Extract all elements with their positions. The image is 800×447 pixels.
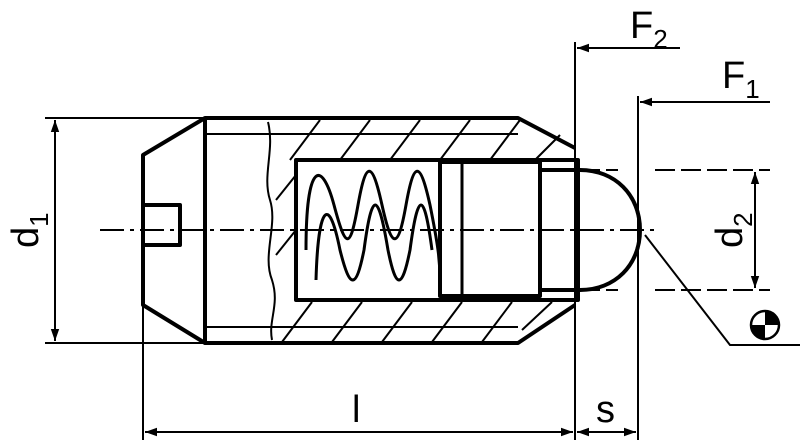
compression-spring xyxy=(304,169,442,282)
label-d2: d2 xyxy=(709,212,758,248)
label-F2: F2 xyxy=(630,5,668,54)
break-line xyxy=(266,121,276,341)
section-hatching xyxy=(275,119,561,343)
dimension-lines xyxy=(50,43,800,437)
label-F1: F1 xyxy=(722,55,760,104)
leader-line xyxy=(644,234,800,346)
center-of-mass-symbol xyxy=(749,309,781,341)
screwdriver-slot xyxy=(143,203,182,247)
label-l: l xyxy=(352,389,360,431)
label-s: s xyxy=(596,389,615,431)
extension-lines xyxy=(45,42,770,440)
label-d1: d1 xyxy=(5,212,54,248)
